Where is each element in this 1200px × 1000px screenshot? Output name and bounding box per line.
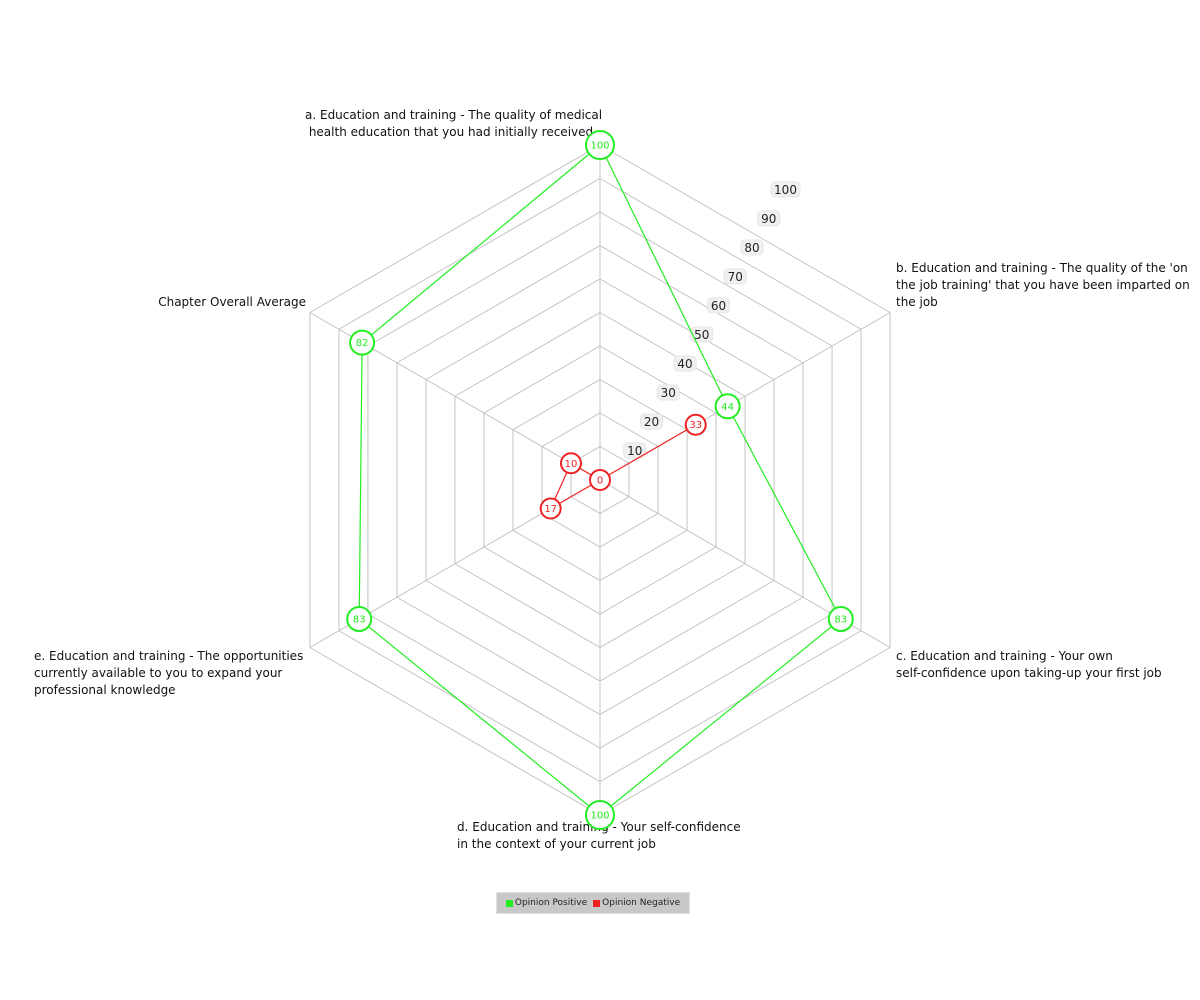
data-point: 100 — [585, 800, 615, 830]
radar-tick-labels: 10 20 30 40 50 60 70 80 90 100 — [623, 181, 801, 459]
tick-label: 10 — [623, 442, 647, 459]
svg-text:44: 44 — [721, 402, 734, 413]
svg-text:17: 17 — [544, 504, 557, 515]
legend-swatch-positive — [505, 899, 513, 907]
radar-series: 100 44 83 100 83 82 0 33 17 10 — [346, 130, 854, 830]
svg-text:33: 33 — [689, 420, 702, 431]
svg-text:82: 82 — [356, 338, 369, 349]
data-point: 82 — [349, 329, 376, 356]
data-point: 44 — [714, 393, 741, 420]
svg-text:80: 80 — [744, 241, 759, 255]
tick-label: 50 — [690, 326, 714, 343]
legend-item-positive: Opinion Positive — [505, 898, 588, 908]
data-point: 0 — [589, 469, 611, 491]
tick-label: 30 — [656, 384, 680, 401]
svg-text:50: 50 — [694, 328, 709, 342]
svg-text:100: 100 — [774, 183, 797, 197]
svg-text:83: 83 — [834, 615, 847, 626]
data-point: 100 — [585, 130, 615, 160]
svg-text:100: 100 — [590, 141, 609, 152]
tick-label: 80 — [740, 239, 764, 256]
chart-legend: Opinion Positive Opinion Negative — [496, 892, 690, 914]
svg-text:20: 20 — [644, 415, 659, 429]
svg-text:10: 10 — [627, 444, 642, 458]
radar-axis-labels: a. Education and training - The quality … — [34, 108, 1190, 851]
axis-label: a. Education and training - The quality … — [305, 108, 602, 139]
axis-label: e. Education and training - The opportun… — [34, 649, 303, 697]
legend-item-negative: Opinion Negative — [593, 898, 680, 908]
tick-label: 100 — [770, 181, 801, 198]
tick-label: 20 — [640, 413, 663, 430]
data-point: 17 — [539, 497, 562, 520]
data-point: 33 — [684, 413, 707, 436]
data-point: 83 — [346, 606, 373, 633]
axis-label: b. Education and training - The quality … — [896, 261, 1190, 309]
legend-label-positive: Opinion Positive — [514, 898, 588, 908]
axis-label: Chapter Overall Average — [158, 295, 306, 309]
svg-text:0: 0 — [597, 476, 603, 487]
svg-text:30: 30 — [661, 386, 676, 400]
svg-text:10: 10 — [565, 459, 578, 470]
svg-text:83: 83 — [353, 615, 366, 626]
svg-text:70: 70 — [728, 270, 743, 284]
tick-label: 90 — [757, 210, 781, 227]
data-point: 10 — [559, 452, 582, 475]
tick-label: 70 — [723, 268, 747, 285]
tick-label: 60 — [707, 297, 730, 314]
svg-text:90: 90 — [761, 212, 776, 226]
svg-text:40: 40 — [677, 357, 692, 371]
legend-label-negative: Opinion Negative — [602, 898, 681, 908]
svg-text:100: 100 — [590, 811, 609, 822]
legend-swatch-negative — [593, 899, 601, 907]
tick-label: 40 — [673, 355, 697, 372]
svg-text:60: 60 — [711, 299, 726, 313]
axis-label: c. Education and training - Your own self… — [896, 649, 1162, 680]
data-point: 83 — [827, 606, 854, 633]
